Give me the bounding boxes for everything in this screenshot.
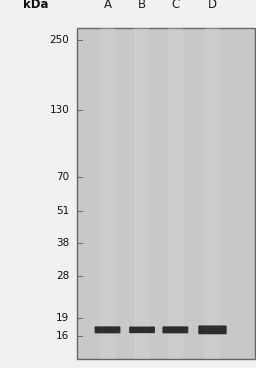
Text: B: B <box>138 0 146 11</box>
FancyBboxPatch shape <box>205 28 220 359</box>
Text: 38: 38 <box>56 238 69 248</box>
FancyBboxPatch shape <box>163 326 188 333</box>
FancyBboxPatch shape <box>77 28 255 359</box>
Text: kDa: kDa <box>23 0 49 11</box>
Text: C: C <box>171 0 179 11</box>
FancyBboxPatch shape <box>100 28 115 359</box>
FancyBboxPatch shape <box>198 325 227 334</box>
FancyBboxPatch shape <box>129 326 155 333</box>
FancyBboxPatch shape <box>168 28 183 359</box>
Text: D: D <box>208 0 217 11</box>
FancyBboxPatch shape <box>134 28 150 359</box>
Text: 19: 19 <box>56 313 69 323</box>
Text: 130: 130 <box>49 105 69 116</box>
Text: 250: 250 <box>49 35 69 45</box>
Text: 28: 28 <box>56 271 69 281</box>
Text: 70: 70 <box>56 172 69 182</box>
FancyBboxPatch shape <box>95 326 121 333</box>
Text: 16: 16 <box>56 332 69 342</box>
Text: A: A <box>103 0 112 11</box>
Text: 51: 51 <box>56 206 69 216</box>
